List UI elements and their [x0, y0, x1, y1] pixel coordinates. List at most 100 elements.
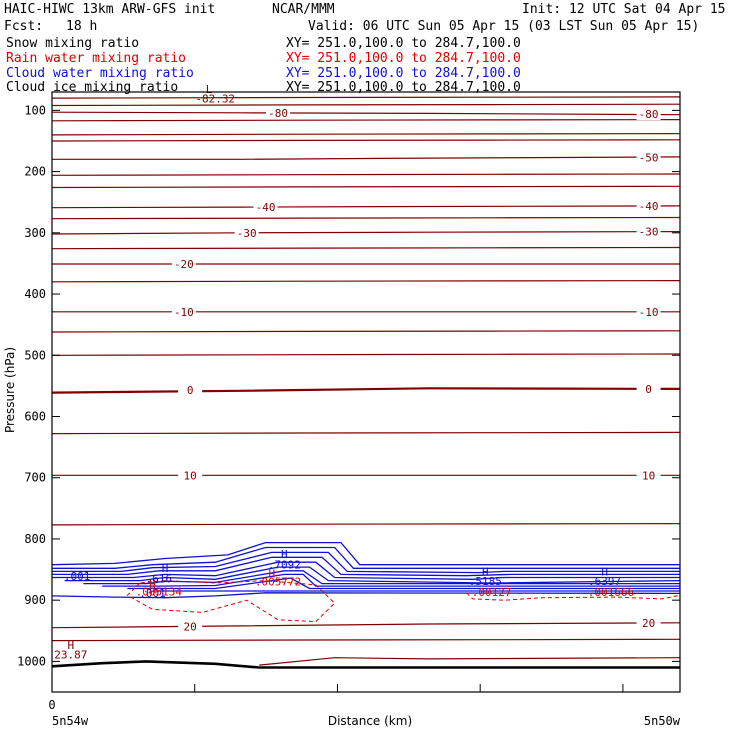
rain-max-label: .001666 [588, 586, 634, 599]
y-tick-label: 300 [24, 226, 46, 240]
cloud-water-contour [127, 577, 680, 590]
label-mask [178, 468, 203, 482]
temperature-extremum-label: L [206, 83, 213, 96]
temperature-extremum-label: 23.87 [54, 648, 87, 661]
cloud-water-contour [64, 566, 681, 584]
cloud-water-max-label: .5185 [469, 575, 502, 588]
temperature-contour [51, 622, 681, 629]
plot-frame [51, 91, 681, 693]
temperature-contours [51, 96, 681, 642]
temperature-contour [51, 205, 681, 209]
temperature-label: 0 [645, 383, 652, 396]
label-mask [636, 468, 661, 482]
temperature-extremum-label: H [68, 639, 75, 652]
init-time: Init: 12 UTC Sat 04 Apr 15 [522, 2, 726, 17]
forecast-label: Fcst: [4, 19, 44, 34]
cloud-water-max-label: H [162, 562, 169, 575]
temperature-label: -50 [639, 152, 659, 165]
temperature-isoline [51, 523, 681, 526]
organization: NCAR/MMM [272, 2, 335, 17]
y-tick-label: 700 [24, 471, 46, 485]
temperature-label: -40 [639, 200, 659, 213]
cloud-water-max-label: .6397 [588, 575, 621, 588]
label-mask [636, 198, 661, 212]
field-cloud-ice-name: Cloud ice mixing ratio [6, 80, 179, 95]
near-surface-contour [259, 657, 681, 666]
label-mask [234, 225, 259, 239]
forecast-hour: 18 h [66, 19, 98, 34]
cloud-water-max-label: H [482, 566, 489, 579]
y-axis-title: Pressure (hPa) [3, 347, 17, 433]
temperature-contour [52, 156, 681, 160]
cloud-water-contour [52, 551, 680, 574]
temperature-label: 20 [184, 620, 197, 633]
temperature-label: 20 [642, 617, 655, 630]
cloud-water-contour-label: .001 [139, 587, 166, 600]
y-tick-label: 900 [24, 593, 46, 607]
temperature-isoline [51, 638, 681, 642]
cloud-water-contour [51, 541, 680, 566]
temperature-contour [51, 231, 681, 235]
temperature-isoline [51, 330, 681, 333]
label-mask [178, 619, 203, 633]
rain-max-label: H [268, 568, 275, 581]
cloud-water-contours [51, 541, 681, 599]
field-snow-name: Snow mixing ratio [6, 36, 140, 51]
x-right-label: 5n50w [644, 714, 681, 728]
temperature-label: 0 [187, 384, 194, 397]
temperature-isoline [51, 216, 681, 220]
y-tick-label: 1000 [17, 654, 46, 668]
temperature-isoline [51, 353, 681, 356]
temperature-label: -40 [256, 201, 276, 214]
field-rain-name: Rain water mixing ratio [6, 51, 187, 66]
cloud-water-contour [51, 592, 681, 599]
rain-max-label: .005134 [136, 585, 183, 598]
terrain-line [51, 657, 681, 669]
temperature-contour [51, 387, 681, 394]
rain-max-label: .00127 [472, 586, 512, 599]
label-mask [636, 304, 661, 318]
temperature-label: -10 [174, 306, 194, 319]
temperature-isoline [51, 139, 681, 142]
y-tick-label: 500 [24, 348, 46, 362]
cloud-water-contour [52, 561, 680, 580]
y-tick-label: 600 [24, 409, 46, 423]
y-tick-label: 800 [24, 532, 46, 546]
temperature-label: -80 [639, 108, 659, 121]
contour-labels: -80 -80 -50 -40 -40 -30 -30 -20 -10 -10 0 0 10 10 20 20… [54, 83, 661, 661]
temperature-isoline [51, 280, 681, 283]
y-tick-label: 100 [24, 103, 46, 117]
temperature-isoline [51, 246, 681, 250]
temperature-isoline [51, 96, 681, 99]
cloud-water-contour [52, 556, 680, 577]
temperature-isoline [51, 185, 681, 189]
temperature-extremum-label: -82.32 [195, 92, 235, 105]
label-mask [178, 383, 203, 397]
label-mask [253, 200, 278, 214]
y-tick-label: 200 [24, 165, 46, 179]
label-mask [636, 381, 661, 395]
field-cloud-ice-xy: XY= 251.0,100.0 to 284.7,100.0 [286, 80, 521, 95]
field-rain-xy: XY= 251.0,100.0 to 284.7,100.0 [286, 51, 521, 66]
temperature-contour [51, 111, 681, 116]
temperature-label: -30 [237, 227, 257, 240]
surface-pressure-line [51, 660, 680, 669]
rain-max-label: H [149, 578, 156, 591]
x-left-label: 5n54w [52, 714, 89, 728]
label-mask [636, 615, 661, 629]
label-mask [171, 257, 196, 271]
label-mask [266, 105, 291, 119]
cloud-water-max-label: H [601, 566, 608, 579]
field-cloud-water-xy: XY= 251.0,100.0 to 284.7,100.0 [286, 66, 521, 81]
field-snow-xy: XY= 251.0,100.0 to 284.7,100.0 [286, 36, 521, 51]
y-tick-label: 400 [24, 287, 46, 301]
temperature-label: -80 [268, 107, 288, 120]
temperature-isoline [51, 133, 681, 136]
temperature-label: -30 [639, 226, 659, 239]
label-mask [636, 107, 661, 121]
label-mask [171, 304, 196, 318]
label-mask [636, 224, 661, 238]
cloud-water-contour-label: .001 [64, 570, 91, 583]
